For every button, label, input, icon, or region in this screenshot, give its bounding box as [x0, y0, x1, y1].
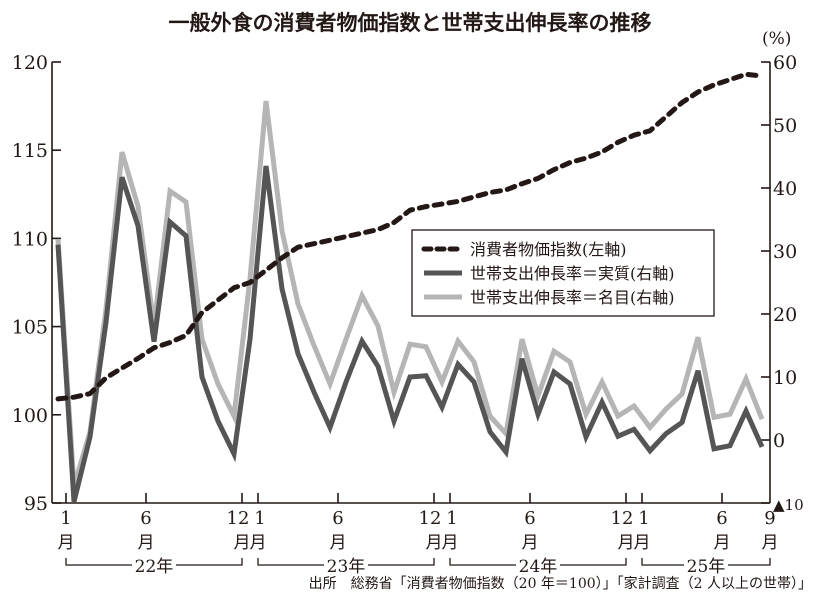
x-tick-label: 12 [419, 508, 442, 529]
left-tick-label: 100 [12, 405, 48, 427]
x-tick-unit: 月 [714, 533, 731, 553]
x-tick-unit: 月 [138, 533, 155, 553]
year-bracket [65, 558, 243, 566]
right-axis-unit: (%) [762, 29, 791, 49]
x-tick-unit: 月 [426, 533, 443, 553]
left-tick-label: 120 [12, 52, 48, 74]
x-tick-label: 1 [446, 508, 457, 529]
legend-box [411, 229, 715, 317]
x-tick-unit: 月 [234, 533, 251, 553]
source-note: 出所 総務省「消費者物価指数（20 年＝100）」「家計調査（2 人以上の世帯）… [309, 575, 812, 592]
left-tick-label: 110 [12, 228, 48, 250]
x-tick-unit: 月 [522, 533, 539, 553]
right-tick-label: 50 [773, 115, 797, 137]
legend-label: 世帯支出伸長率＝名目(右軸) [470, 288, 675, 307]
x-tick-label: 12 [227, 508, 250, 529]
x-tick-unit: 月 [58, 533, 75, 553]
left-tick-label: 95 [24, 493, 48, 515]
year-bracket [641, 558, 771, 566]
x-tick-unit: 月 [618, 533, 635, 553]
x-tick-label: 6 [140, 508, 151, 529]
left-tick-label: 105 [12, 317, 48, 339]
x-tick-label: 6 [524, 508, 535, 529]
right-tick-label: 60 [773, 52, 797, 74]
x-tick-unit: 月 [762, 533, 779, 553]
year-label: 22年 [135, 557, 174, 577]
right-tick-label: ▲10 [773, 496, 804, 514]
series-line-1 [55, 165, 765, 503]
x-tick-unit: 月 [634, 533, 651, 553]
year-label: 23年 [327, 557, 366, 577]
x-tick-label: 1 [254, 508, 265, 529]
right-tick-label: 40 [773, 178, 797, 200]
chart-title: 一般外食の消費者物価指数と世帯支出伸長率の推移 [169, 11, 652, 35]
year-label: 25年 [687, 557, 726, 577]
year-bracket [257, 558, 435, 566]
x-tick-label: 6 [716, 508, 727, 529]
right-tick-label: 20 [773, 304, 797, 326]
x-tick-label: 9 [764, 508, 775, 529]
right-tick-label: 30 [773, 241, 797, 263]
legend-label: 世帯支出伸長率＝実質(右軸) [470, 264, 675, 283]
x-tick-label: 1 [60, 508, 71, 529]
x-tick-label: 12 [611, 508, 634, 529]
left-tick-label: 115 [12, 140, 48, 162]
x-tick-unit: 月 [250, 533, 267, 553]
right-tick-label: 0 [773, 430, 785, 452]
x-tick-label: 6 [332, 508, 343, 529]
x-tick-unit: 月 [442, 533, 459, 553]
year-bracket [449, 558, 627, 566]
year-label: 24年 [519, 557, 558, 577]
legend-label: 消費者物価指数(左軸) [470, 240, 627, 259]
x-tick-label: 1 [638, 508, 649, 529]
x-tick-unit: 月 [330, 533, 347, 553]
right-tick-label: 10 [773, 367, 797, 389]
